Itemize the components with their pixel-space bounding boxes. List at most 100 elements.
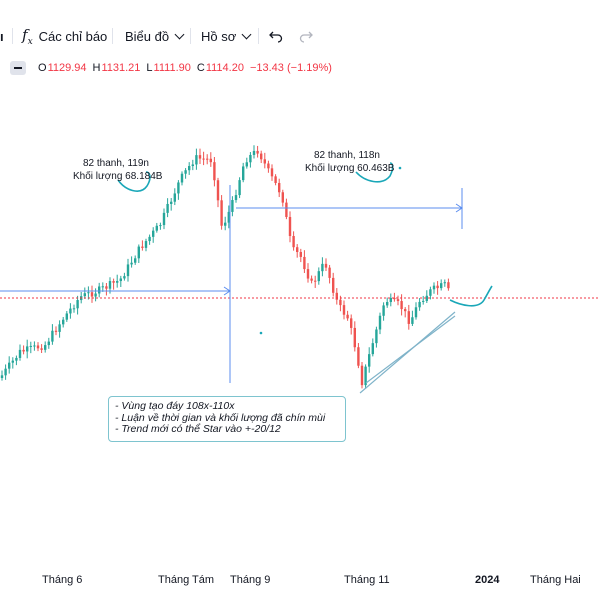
candle-body <box>216 180 220 201</box>
candle-body <box>364 366 367 386</box>
candle-body <box>285 202 288 217</box>
candle-body <box>184 170 187 174</box>
redo-button[interactable] <box>298 22 314 50</box>
indicators-label: Các chỉ báo <box>38 28 108 44</box>
candle-body <box>220 200 223 226</box>
candle-body <box>137 246 140 259</box>
candle-body <box>422 300 425 302</box>
candle-body <box>134 258 137 263</box>
candle-body <box>18 349 22 358</box>
price-chart[interactable] <box>0 80 600 568</box>
candle-body <box>321 263 324 272</box>
candle-body <box>8 362 11 369</box>
ohlc-legend: O 1129.94 H 1131.21 L 1111.90 C 1114.20 −13.… <box>0 60 338 76</box>
candle-body <box>105 286 108 289</box>
candle-body <box>396 299 400 302</box>
candle-body <box>432 285 436 290</box>
low-key: L <box>146 62 153 74</box>
chart-menu-button[interactable]: Biểu đồ <box>125 22 185 50</box>
callout-note[interactable]: - Vùng tạo đáy 108x-110x - Luận về thời … <box>108 396 346 442</box>
drawing-dot <box>259 331 263 335</box>
candle-body <box>263 159 266 164</box>
candle-body <box>234 195 238 201</box>
candle-body <box>155 225 158 231</box>
drawing-dot <box>398 166 402 170</box>
x-tick-label: Tháng Hai <box>530 574 581 586</box>
candle-body <box>83 293 86 297</box>
candle-body <box>386 302 389 306</box>
candle-body <box>94 293 97 297</box>
candle-body <box>40 348 43 350</box>
candle-body <box>69 308 72 314</box>
candle-body <box>108 281 112 289</box>
candle-body <box>90 292 94 297</box>
candle-body <box>166 203 169 213</box>
candle-body <box>47 341 50 346</box>
chevron-down-icon <box>174 29 185 39</box>
candle-body <box>353 327 356 348</box>
candle-body <box>339 299 342 306</box>
x-tick-label: Tháng 11 <box>344 574 390 586</box>
candle-body <box>112 281 115 283</box>
candle-body <box>170 201 173 204</box>
close-value: 1114.20 <box>205 62 244 74</box>
x-tick-label: Tháng 6 <box>42 574 83 586</box>
chart-menu-label: Biểu đồ <box>125 28 170 44</box>
candle-body <box>346 314 349 319</box>
candle-body <box>227 211 230 223</box>
minus-icon <box>14 67 22 69</box>
candle-body <box>15 357 18 361</box>
note-line: - Luận về thời gian và khối lượng đã chí… <box>115 411 326 424</box>
toolbar-divider <box>190 28 191 44</box>
candle-body <box>342 305 346 315</box>
candle-body <box>382 305 385 316</box>
candle-body <box>173 193 176 202</box>
candle-body <box>249 154 252 163</box>
candle-body <box>22 349 25 352</box>
candle-body <box>224 222 227 226</box>
candle-body <box>270 168 274 177</box>
right-volume-text: Khối lượng 60.463B <box>305 163 395 174</box>
candle-body <box>281 192 284 203</box>
candle-body <box>11 360 14 363</box>
left-range-annotation: 82 thanh, 119n Khối lượng 68.184B <box>73 157 162 183</box>
candle-body <box>357 347 360 366</box>
candle-body <box>0 375 4 378</box>
candle-body <box>242 166 245 181</box>
candle-body <box>425 295 428 301</box>
candle-body <box>378 315 382 330</box>
candle-body <box>404 309 407 312</box>
candle-body <box>206 158 209 160</box>
x-tick-label: Tháng 9 <box>230 574 271 586</box>
low-value: 1111.90 <box>153 62 191 74</box>
candle-body <box>310 278 313 281</box>
candle-body <box>245 162 248 167</box>
candle-body <box>371 343 374 355</box>
candle-body <box>144 241 148 248</box>
candle-body <box>335 292 338 300</box>
undo-button[interactable] <box>268 22 284 50</box>
candle-body <box>252 150 256 155</box>
candle-body <box>54 330 58 332</box>
candle-body <box>159 225 162 227</box>
candle-body <box>436 285 439 289</box>
candle-body <box>116 281 119 283</box>
time-axis[interactable]: Tháng 6 Tháng Tám Tháng 9 Tháng 11 2024 … <box>0 568 600 590</box>
candle-body <box>177 182 180 194</box>
collapse-legend-button[interactable] <box>10 61 26 75</box>
candle-body <box>314 280 317 282</box>
profile-menu-button[interactable]: Hồ sơ <box>201 22 252 50</box>
toolbar-divider <box>12 28 13 44</box>
candle-body <box>274 176 277 183</box>
support-trendline-2 <box>365 315 456 384</box>
candle-body <box>400 301 403 310</box>
toolbar-divider <box>112 28 113 44</box>
candle-body <box>292 236 295 248</box>
candle-body <box>296 247 299 253</box>
candle-body <box>4 368 7 376</box>
candle-body <box>440 283 443 289</box>
indicators-button[interactable]: fx Các chỉ báo <box>22 22 107 50</box>
note-line: - Vùng tạo đáy 108x-110x <box>115 400 235 412</box>
candle-body <box>447 282 450 289</box>
candle-body <box>126 264 130 277</box>
